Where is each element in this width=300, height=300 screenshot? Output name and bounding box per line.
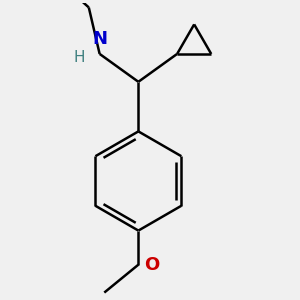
Text: O: O [145, 256, 160, 274]
Text: H: H [74, 50, 85, 64]
Text: N: N [92, 31, 107, 49]
